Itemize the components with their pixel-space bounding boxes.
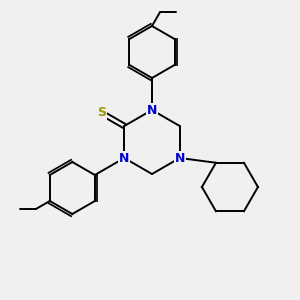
Text: N: N	[175, 152, 185, 164]
Text: N: N	[119, 152, 130, 164]
Text: N: N	[147, 103, 157, 116]
Text: S: S	[97, 106, 106, 119]
